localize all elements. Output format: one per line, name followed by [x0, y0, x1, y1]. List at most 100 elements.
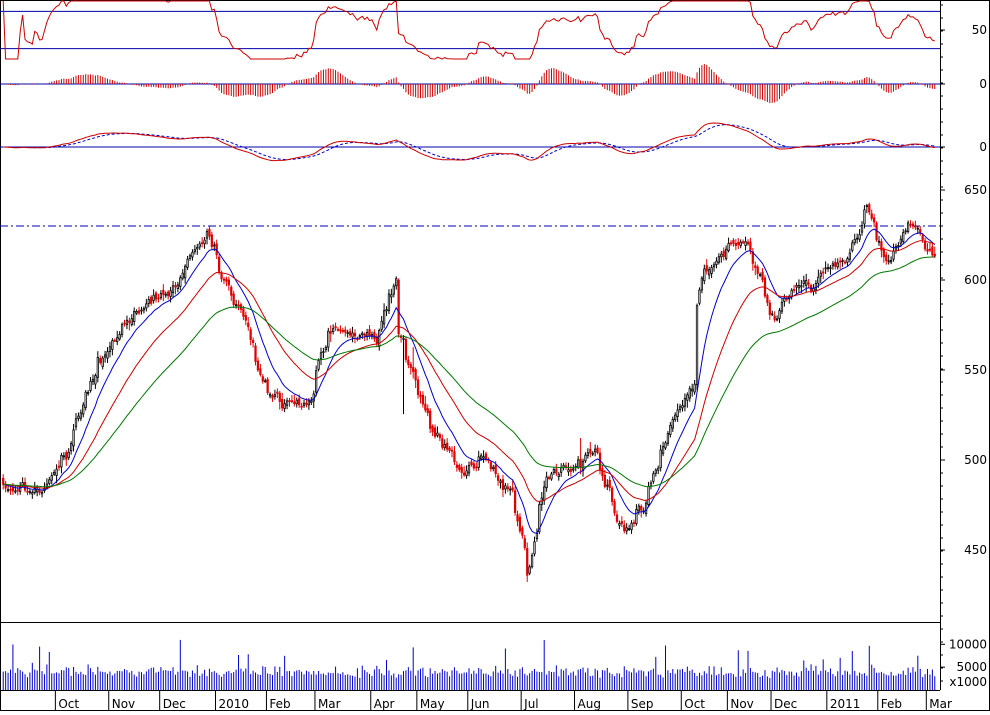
candle — [807, 278, 810, 289]
candle — [856, 233, 859, 244]
price-tick-650-label: 650 — [964, 183, 987, 197]
candle — [441, 434, 444, 450]
candle — [407, 355, 410, 369]
candle — [654, 468, 657, 477]
candle — [848, 248, 852, 263]
candle — [450, 446, 454, 458]
candle — [894, 243, 898, 254]
candle — [909, 220, 912, 228]
candle — [89, 377, 92, 393]
candle — [863, 205, 866, 229]
candle — [596, 445, 599, 455]
candle — [28, 488, 32, 495]
candle — [31, 490, 34, 499]
candle — [210, 231, 213, 250]
candle — [518, 513, 522, 534]
candle — [217, 254, 221, 275]
candle — [472, 460, 475, 471]
candle — [482, 450, 485, 463]
candle — [688, 385, 691, 402]
candle — [91, 374, 95, 386]
candle — [729, 240, 733, 246]
candle — [67, 448, 70, 461]
candle — [717, 253, 721, 265]
candle — [385, 306, 388, 317]
candle — [475, 462, 478, 472]
candle — [513, 486, 517, 516]
candle — [317, 358, 320, 372]
rsi-panel — [0, 0, 940, 60]
candle — [65, 450, 68, 466]
candle — [193, 244, 196, 255]
candle — [40, 490, 44, 498]
candle — [635, 504, 638, 526]
candle — [336, 327, 340, 332]
candle — [470, 458, 473, 467]
candle — [55, 464, 58, 484]
month-label: Feb — [269, 697, 290, 711]
candle — [268, 392, 272, 399]
candle — [16, 485, 19, 496]
candle — [424, 395, 427, 413]
month-label: Sep — [631, 697, 654, 711]
candle — [9, 485, 12, 495]
candle — [547, 475, 551, 481]
histogram-tick-0-label: 0 — [979, 77, 987, 91]
volume-unit-label: x1000 — [949, 675, 987, 689]
rsi-tick-50-label: 50 — [972, 23, 987, 37]
candle — [868, 202, 871, 215]
candle — [851, 239, 854, 253]
candle — [686, 392, 689, 408]
candle — [496, 472, 500, 486]
candle — [569, 465, 573, 477]
candle — [290, 395, 294, 404]
candle — [841, 258, 844, 267]
candle — [239, 302, 243, 314]
candle — [792, 284, 796, 294]
candle — [885, 251, 888, 265]
candle — [843, 259, 847, 265]
candle — [397, 278, 400, 338]
candle — [327, 327, 330, 352]
candle — [521, 525, 524, 539]
candle — [242, 305, 245, 321]
candle — [902, 228, 905, 245]
candle — [691, 383, 694, 397]
candle — [329, 325, 332, 342]
candle — [768, 299, 771, 320]
candle — [754, 261, 757, 276]
candle — [511, 480, 514, 493]
candle — [86, 390, 90, 396]
candle — [790, 288, 793, 300]
candle — [506, 483, 509, 492]
candle — [584, 452, 587, 463]
candle — [509, 485, 512, 496]
candle — [77, 412, 80, 422]
macd-panel — [0, 122, 940, 162]
candle — [416, 376, 420, 399]
candle — [48, 476, 51, 486]
candle — [657, 465, 660, 475]
candle — [152, 289, 155, 304]
candle — [50, 472, 53, 485]
candle — [147, 296, 150, 308]
candle — [499, 478, 502, 489]
candle — [346, 329, 349, 338]
month-label: 2011 — [830, 697, 861, 711]
candle — [904, 228, 907, 235]
candle — [606, 479, 609, 491]
candle — [824, 261, 827, 274]
candle — [671, 416, 674, 432]
candle — [589, 441, 592, 458]
candle — [715, 257, 718, 269]
candle — [778, 307, 781, 323]
candle — [82, 402, 85, 418]
candle — [698, 287, 701, 306]
candle — [615, 510, 619, 524]
candle — [293, 395, 296, 407]
candle — [339, 325, 342, 334]
macd-signal-line — [3, 124, 935, 161]
candle — [931, 243, 934, 258]
candle — [603, 469, 606, 489]
candle — [501, 474, 505, 498]
